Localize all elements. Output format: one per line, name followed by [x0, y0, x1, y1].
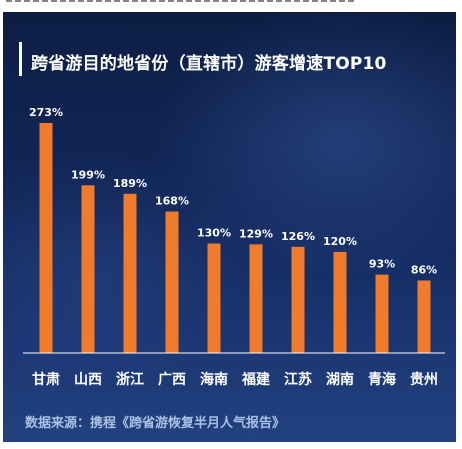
value-label-湖南: 120%	[323, 235, 357, 248]
category-label-浙江: 浙江	[116, 371, 144, 388]
bar-江苏	[291, 246, 305, 353]
value-label-福建: 129%	[239, 227, 273, 240]
bar-湖南	[333, 251, 347, 353]
bar-浙江	[123, 193, 137, 353]
value-label-江苏: 126%	[281, 230, 315, 243]
bar-海南	[207, 243, 221, 353]
chart-panel: 跨省游目的地省份（直辖市）游客增速TOP10 273% 甘肃 199% 山西 189% 浙…	[3, 12, 456, 442]
category-label-青海: 青海	[368, 371, 396, 388]
bar-甘肃	[39, 123, 53, 353]
category-label-海南: 海南	[200, 371, 228, 388]
value-label-青海: 93%	[369, 258, 395, 271]
category-label-贵州: 贵州	[410, 371, 438, 388]
chart-title: 跨省游目的地省份（直辖市）游客增速TOP10	[31, 54, 387, 74]
top-strip	[0, 0, 462, 12]
cropped-text-remnant	[6, 0, 356, 2]
title-accent-bar	[19, 42, 22, 76]
value-label-山西: 199%	[71, 168, 105, 181]
category-label-甘肃: 甘肃	[32, 371, 60, 388]
value-label-浙江: 189%	[113, 177, 147, 190]
category-label-福建: 福建	[241, 371, 270, 388]
bar-chart: 273% 甘肃 199% 山西 189% 浙江 168% 广西 130% 海南 129% 福建 126%…	[23, 106, 445, 388]
category-label-山西: 山西	[74, 372, 102, 388]
bar-福建	[249, 244, 263, 353]
bar-广西	[165, 211, 179, 353]
value-label-海南: 130%	[197, 227, 231, 240]
value-label-广西: 168%	[155, 195, 189, 208]
category-label-江苏: 江苏	[284, 371, 312, 388]
bar-贵州	[417, 280, 431, 353]
category-label-广西: 广西	[158, 371, 186, 388]
data-source-note: 数据来源：携程《跨省游恢复半月人气报告》	[25, 416, 286, 431]
value-label-贵州: 86%	[411, 264, 437, 277]
category-label-湖南: 湖南	[326, 371, 354, 388]
bar-青海	[375, 274, 389, 353]
value-label-甘肃: 273%	[29, 106, 63, 119]
bar-山西	[81, 185, 95, 353]
